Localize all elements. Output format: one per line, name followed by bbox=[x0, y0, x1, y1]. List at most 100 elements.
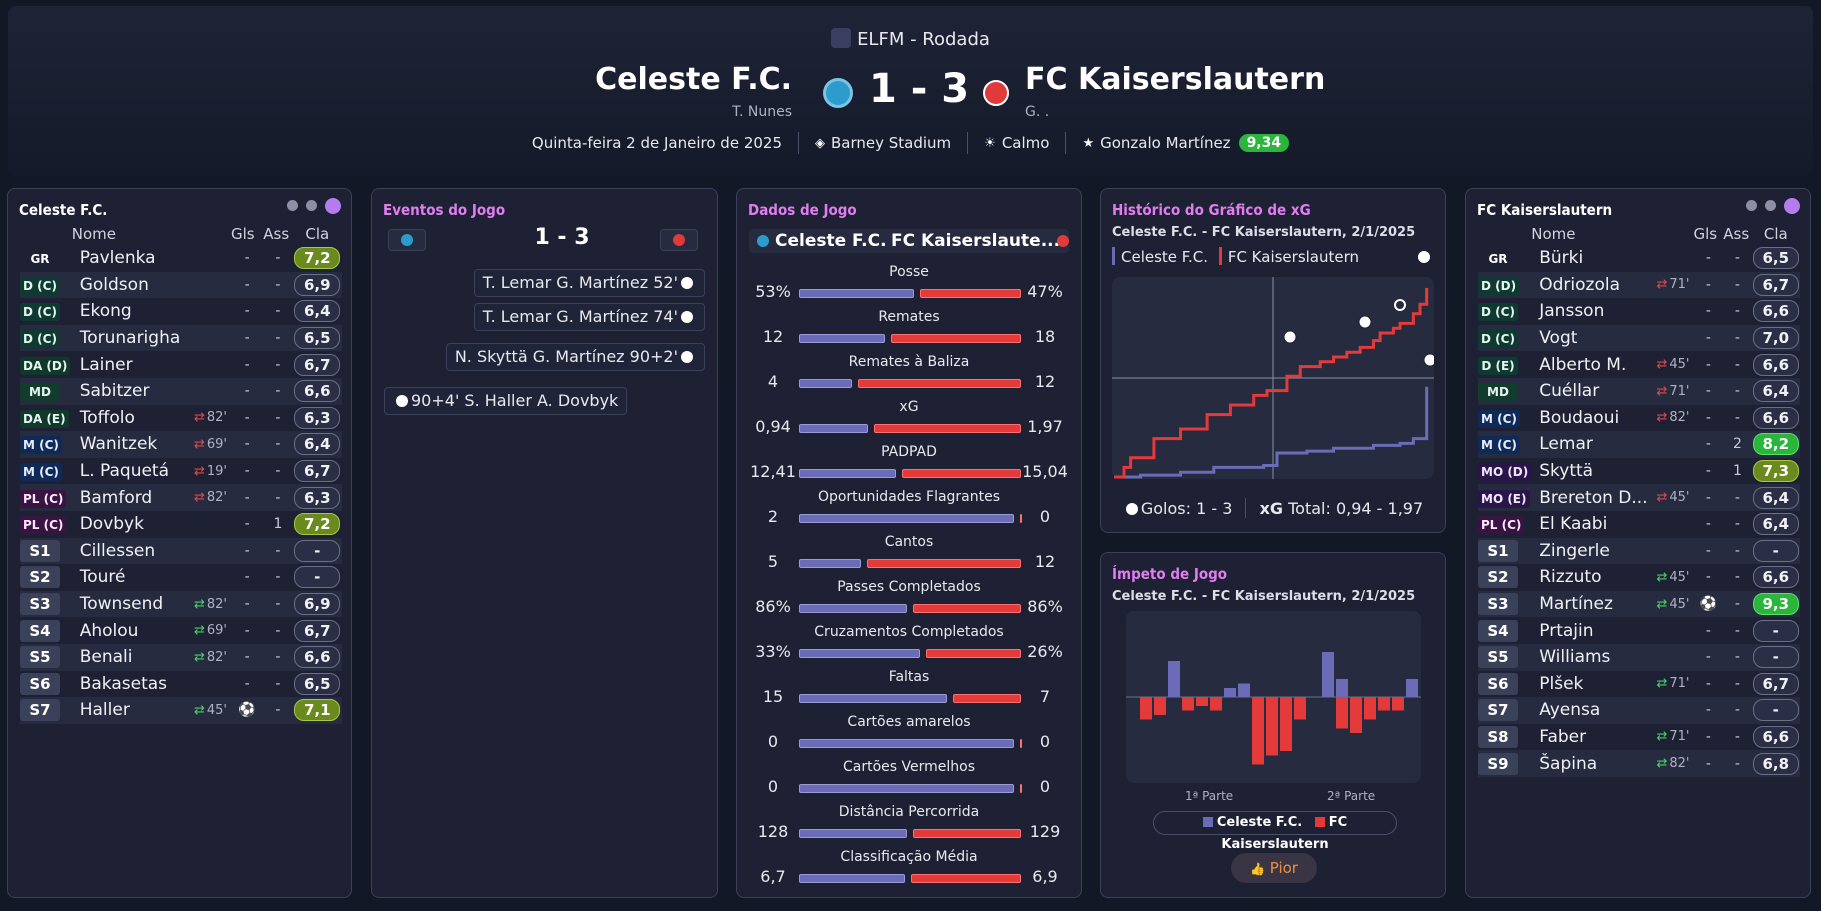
player-row[interactable]: M (C) Wanitzek ⇄ 69' - -6,4 bbox=[20, 431, 342, 458]
player-name[interactable]: Dovbyk bbox=[79, 514, 144, 535]
player-name[interactable]: Prtajin bbox=[1539, 620, 1594, 641]
col-name[interactable]: Nome bbox=[1531, 225, 1576, 243]
player-name[interactable]: Wanitzek bbox=[71, 431, 182, 458]
col-goals[interactable]: Gls bbox=[231, 225, 255, 243]
player-row[interactable]: S6 Bakasetas - -6,5 bbox=[20, 671, 342, 698]
player-row[interactable]: D (C) Torunarigha - -6,5 bbox=[20, 324, 342, 352]
player-name[interactable]: Goldson bbox=[71, 271, 182, 299]
player-row[interactable]: S4 Aholou ⇄ 69' - -6,7 bbox=[20, 617, 342, 644]
player-row[interactable]: S5 Williams - - - bbox=[1478, 643, 1800, 671]
player-row[interactable]: S3 Townsend ⇄ 82' - -6,9 bbox=[20, 590, 342, 618]
player-name[interactable]: Boudaoui bbox=[1539, 407, 1620, 428]
player-row[interactable]: D (D) Odriozola ⇄ 71' - -6,7 bbox=[1478, 271, 1800, 299]
player-name[interactable]: Pavlenka bbox=[79, 248, 156, 269]
player-name[interactable]: Lainer bbox=[79, 354, 133, 375]
player-name[interactable]: Vogt bbox=[1531, 324, 1648, 352]
player-name[interactable]: Sabitzer bbox=[71, 377, 182, 405]
position-badge: PL (C) bbox=[1478, 516, 1525, 535]
player-row[interactable]: S8 Faber ⇄ 71' - -6,6 bbox=[1478, 724, 1800, 751]
player-name[interactable]: Cillessen bbox=[71, 537, 182, 565]
player-name[interactable]: Ayensa bbox=[1531, 697, 1648, 724]
player-row[interactable]: D (C) Ekong - -6,4 bbox=[20, 298, 342, 325]
player-row[interactable]: DA (D) Lainer - -6,7 bbox=[20, 351, 342, 378]
sub-minute: 82' bbox=[206, 410, 227, 426]
player-name[interactable]: Touré bbox=[79, 567, 126, 588]
home-team-name[interactable]: Celeste F.C. bbox=[595, 62, 792, 97]
player-row[interactable]: DA (E) Toffolo ⇄ 82' - -6,3 bbox=[20, 405, 342, 432]
player-row[interactable]: S6 Plšek ⇄ 71' - -6,7 bbox=[1478, 671, 1800, 698]
player-name[interactable]: Toffolo bbox=[79, 407, 135, 428]
player-name[interactable]: Torunarigha bbox=[71, 324, 182, 352]
player-row[interactable]: MO (E) Brereton D... ⇄ 45' - -6,4 bbox=[1478, 484, 1800, 511]
player-row[interactable]: D (C) Goldson - -6,9 bbox=[20, 271, 342, 299]
col-name[interactable]: Nome bbox=[71, 225, 116, 243]
col-rating[interactable]: Cla bbox=[1763, 225, 1788, 243]
player-row[interactable]: GR Pavlenka - -7,2 bbox=[20, 245, 342, 272]
player-name[interactable]: Skyttä bbox=[1539, 461, 1594, 482]
player-row[interactable]: S4 Prtajin - - - bbox=[1478, 617, 1800, 644]
player-name[interactable]: Brereton D... bbox=[1531, 484, 1648, 511]
player-row[interactable]: S3 Martínez ⇄ 45' ⚽ -9,3 bbox=[1478, 590, 1800, 618]
player-row[interactable]: S9 Šapina ⇄ 82' - -6,8 bbox=[1478, 750, 1800, 777]
player-name[interactable]: Ekong bbox=[79, 301, 132, 322]
player-row[interactable]: M (C) Boudaoui ⇄ 82' - -6,6 bbox=[1478, 405, 1800, 432]
player-name[interactable]: Cuéllar bbox=[1531, 377, 1648, 405]
player-name[interactable]: Bakasetas bbox=[79, 673, 168, 694]
player-name[interactable]: Jansson bbox=[1539, 301, 1605, 322]
panel-view-toggle[interactable] bbox=[287, 198, 341, 214]
player-row[interactable]: D (E) Alberto M. ⇄ 45' - -6,6 bbox=[1478, 351, 1800, 378]
player-row[interactable]: S5 Benali ⇄ 82' - -6,6 bbox=[20, 643, 342, 671]
player-row[interactable]: S1 Cillessen - - - bbox=[20, 537, 342, 565]
col-assists[interactable]: Ass bbox=[263, 225, 290, 243]
away-team-name[interactable]: FC Kaiserslautern bbox=[1025, 62, 1326, 97]
player-name[interactable]: Benali bbox=[71, 643, 182, 671]
player-name[interactable]: Faber bbox=[1539, 726, 1587, 747]
rating-filter-button[interactable]: 👍 Pior bbox=[1231, 853, 1317, 883]
event-item[interactable]: 90+4' S. Haller A. Dovbyk bbox=[384, 387, 628, 415]
col-assists[interactable]: Ass bbox=[1723, 225, 1750, 243]
player-name[interactable]: Williams bbox=[1531, 643, 1648, 671]
event-item[interactable]: T. Lemar G. Martínez 74' bbox=[473, 303, 705, 331]
player-name[interactable]: Aholou bbox=[79, 620, 139, 641]
player-name[interactable]: El Kaabi bbox=[1539, 514, 1608, 535]
player-row[interactable]: GR Bürki - -6,5 bbox=[1478, 245, 1800, 272]
player-row[interactable]: S2 Touré - - - bbox=[20, 564, 342, 591]
player-name[interactable]: Martínez bbox=[1531, 590, 1648, 618]
player-row[interactable]: MO (D) Skyttä - 1 7,3 bbox=[1478, 458, 1800, 485]
player-row[interactable]: PL (C) El Kaabi - -6,4 bbox=[1478, 511, 1800, 538]
player-row[interactable]: S7 Ayensa - - - bbox=[1478, 697, 1800, 724]
col-goals[interactable]: Gls bbox=[1693, 225, 1718, 243]
col-rating[interactable]: Cla bbox=[305, 225, 330, 243]
stadium-name[interactable]: Barney Stadium bbox=[831, 134, 952, 152]
player-row[interactable]: S1 Zingerle - - - bbox=[1478, 537, 1800, 565]
player-row[interactable]: S2 Rizzuto ⇄ 45' - -6,6 bbox=[1478, 564, 1800, 591]
player-name[interactable]: Bamford bbox=[71, 484, 182, 511]
player-name[interactable]: Haller bbox=[71, 697, 182, 724]
player-row[interactable]: PL (C) Bamford ⇄ 82' - -6,3 bbox=[20, 484, 342, 511]
event-item[interactable]: N. Skyttä G. Martínez 90+2' bbox=[445, 343, 705, 371]
player-name[interactable]: Šapina bbox=[1531, 750, 1648, 777]
player-name[interactable]: Odriozola bbox=[1531, 271, 1648, 299]
player-name[interactable]: Townsend bbox=[71, 590, 182, 618]
player-row[interactable]: S7 Haller ⇄ 45' ⚽ -7,1 bbox=[20, 697, 342, 724]
home-coach[interactable]: T. Nunes bbox=[732, 104, 792, 120]
player-row[interactable]: M (C) L. Paquetá ⇄ 19' - -6,7 bbox=[20, 458, 342, 485]
event-item[interactable]: T. Lemar G. Martínez 52' bbox=[473, 269, 705, 297]
player-row[interactable]: MD Cuéllar ⇄ 71' - -6,4 bbox=[1478, 377, 1800, 405]
away-coach[interactable]: G. . bbox=[1025, 104, 1050, 120]
player-name[interactable]: Bürki bbox=[1539, 248, 1584, 269]
player-row[interactable]: MD Sabitzer - -6,6 bbox=[20, 377, 342, 405]
motm-name[interactable]: Gonzalo Martínez bbox=[1100, 134, 1231, 152]
sub-time bbox=[181, 351, 231, 378]
player-name[interactable]: Zingerle bbox=[1531, 537, 1648, 565]
player-name[interactable]: Rizzuto bbox=[1539, 567, 1602, 588]
player-name[interactable]: Alberto M. bbox=[1539, 354, 1627, 375]
panel-view-toggle[interactable] bbox=[1746, 198, 1800, 214]
player-name[interactable]: Plšek bbox=[1539, 673, 1584, 694]
player-row[interactable]: D (C) Vogt - -7,0 bbox=[1478, 324, 1800, 352]
player-row[interactable]: M (C) Lemar -2 8,2 bbox=[1478, 431, 1800, 458]
player-row[interactable]: PL (C) Dovbyk - 1 7,2 bbox=[20, 511, 342, 538]
player-name[interactable]: Lemar bbox=[1531, 431, 1648, 458]
player-row[interactable]: D (C) Jansson - -6,6 bbox=[1478, 298, 1800, 325]
player-name[interactable]: L. Paquetá bbox=[79, 461, 170, 482]
